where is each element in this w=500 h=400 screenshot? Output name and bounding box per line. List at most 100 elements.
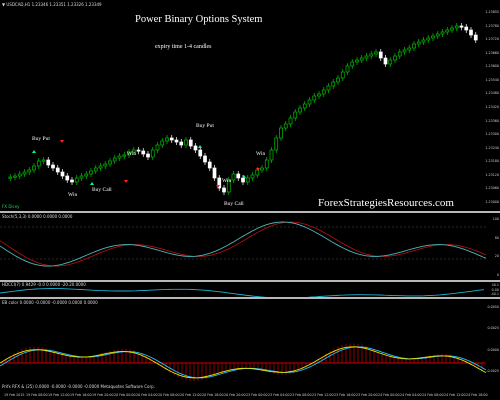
axis-tick-label: 20 [494, 254, 499, 259]
axis-tick-label: 1.23120 [485, 172, 499, 177]
signal-arrow [60, 140, 64, 143]
signal-arrow [124, 180, 128, 183]
candle [355, 59, 359, 63]
candle [383, 57, 388, 65]
axis-tick-label: 0 [496, 273, 499, 277]
candle [416, 41, 421, 45]
axis-tick-label: 100 [492, 217, 499, 221]
candle [226, 179, 231, 193]
candle [46, 159, 51, 166]
separator [0, 280, 500, 282]
axis-tick-label: 1.23600 [485, 64, 499, 69]
candle [179, 141, 184, 146]
candle [93, 167, 98, 172]
time-tick-label: 23 Feb 12:00 [312, 393, 334, 397]
stoch-panel[interactable]: Stoch(5,3,3) 0.0000 0.0000 0.0000 100 80 2… [0, 213, 500, 280]
candle [359, 57, 364, 61]
candle [150, 149, 155, 158]
time-tick-label: 20 Feb 04:00 [136, 393, 158, 397]
stoch-title: Stoch(5,3,3) 0.0000 0.0000 0.0000 [2, 214, 73, 219]
signal-arrow [90, 182, 94, 185]
window-title: ▼ USDCAD,H1 1.23346 1.23351 1.23326 1.23… [2, 2, 102, 7]
time-tick-label: 19 Feb 20:00 [92, 393, 114, 397]
axis-tick-label: -40.1 [490, 292, 499, 296]
candle [13, 175, 17, 178]
time-axis: 19 Feb 2015 19 Feb 08:00 19 Feb 12:00 19 Fe… [0, 392, 500, 400]
signal-label: Buy Call [92, 187, 112, 193]
stoch-main-line [0, 221, 487, 267]
candle [155, 144, 160, 151]
candle [426, 37, 431, 41]
signal-label: Win [222, 178, 231, 184]
candle [435, 33, 440, 37]
candle [302, 103, 307, 109]
axis-tick-label: 1.23180 [485, 159, 499, 164]
axis-tick-label: 1.23855 [485, 10, 499, 14]
time-tick-label: 23 Feb 00:00 [246, 393, 268, 397]
cci-line [0, 288, 485, 297]
axis-tick-label: 80 [494, 235, 499, 240]
candle [336, 77, 340, 83]
candle [36, 160, 41, 167]
candle [65, 175, 70, 181]
time-tick-label: 20 Feb 20:00 [224, 393, 246, 397]
axis-tick-label: 0.0025 [487, 326, 499, 331]
axis-tick-label: 1.23000 [485, 200, 499, 204]
time-tick-label: 24 Feb 12:00 [444, 393, 466, 397]
candle [307, 99, 312, 105]
candle [459, 25, 464, 28]
footer-text: Prifx RFX & (25) 0.0000 -0.0000 -0.0000 … [2, 384, 155, 389]
candle [236, 173, 241, 179]
candle [431, 35, 435, 39]
candle [22, 171, 27, 175]
signal-label: Win [127, 151, 136, 157]
axis-tick-label: 1.23720 [485, 37, 499, 42]
price-panel[interactable]: ▼ USDCAD,H1 1.23346 1.23351 1.23326 1.23… [0, 0, 500, 211]
time-tick-label: 23 Feb 20:00 [356, 393, 378, 397]
candle [445, 29, 450, 33]
candle [321, 89, 326, 95]
stoch-chart [0, 221, 487, 267]
candle [117, 155, 122, 159]
signal-label: Buy Put [196, 123, 214, 129]
candle [74, 177, 79, 183]
candle [84, 173, 89, 177]
candle [402, 49, 407, 53]
expiry-note: expiry time 1-4 candles [155, 44, 212, 50]
cci-panel[interactable]: HDCCI(7) 0.9429 -0.0 0.0000 -20.20.0000 … [0, 282, 500, 297]
candle [440, 31, 445, 35]
time-tick-label: 23 Feb 08:00 [290, 393, 312, 397]
candle [260, 167, 264, 171]
candle [193, 145, 198, 151]
candle [378, 51, 383, 59]
time-tick-label: 24 Feb 04:00 [400, 393, 422, 397]
price-axis: 1.23855 1.23780 1.23720 1.23660 1.23600 1.235… [485, 0, 500, 211]
time-tick-label: 20 Feb 16:00 [202, 393, 224, 397]
candle [397, 51, 402, 57]
candle [464, 26, 469, 31]
osc-panel[interactable]: EB color 0.0000 -0.0000 -0.0000 0.0000 0… [0, 299, 500, 400]
chart-title: Power Binary Options System [135, 14, 263, 25]
candle [17, 173, 22, 177]
candle [283, 123, 288, 129]
candle [122, 154, 127, 157]
candle [298, 107, 302, 113]
candle [288, 117, 293, 125]
axis-tick-label: 0.00 [491, 287, 499, 292]
axis-tick-label: 1.23480 [485, 91, 499, 96]
candle [141, 150, 146, 155]
candle [27, 169, 32, 173]
candle [89, 170, 93, 175]
candle [231, 173, 236, 181]
candle [98, 165, 103, 169]
stoch-axis: 100 80 20 0 [486, 213, 500, 280]
candle [222, 187, 226, 193]
candle [374, 51, 378, 55]
time-tick-label: 20 Feb 00:00 [114, 393, 136, 397]
candle [264, 159, 269, 169]
candle [165, 137, 169, 142]
separator [0, 211, 500, 213]
candle [212, 167, 217, 179]
cci-title: HDCCI(7) 0.9429 -0.0 0.0000 -20.20.0000 [2, 282, 86, 287]
candle [79, 175, 84, 179]
